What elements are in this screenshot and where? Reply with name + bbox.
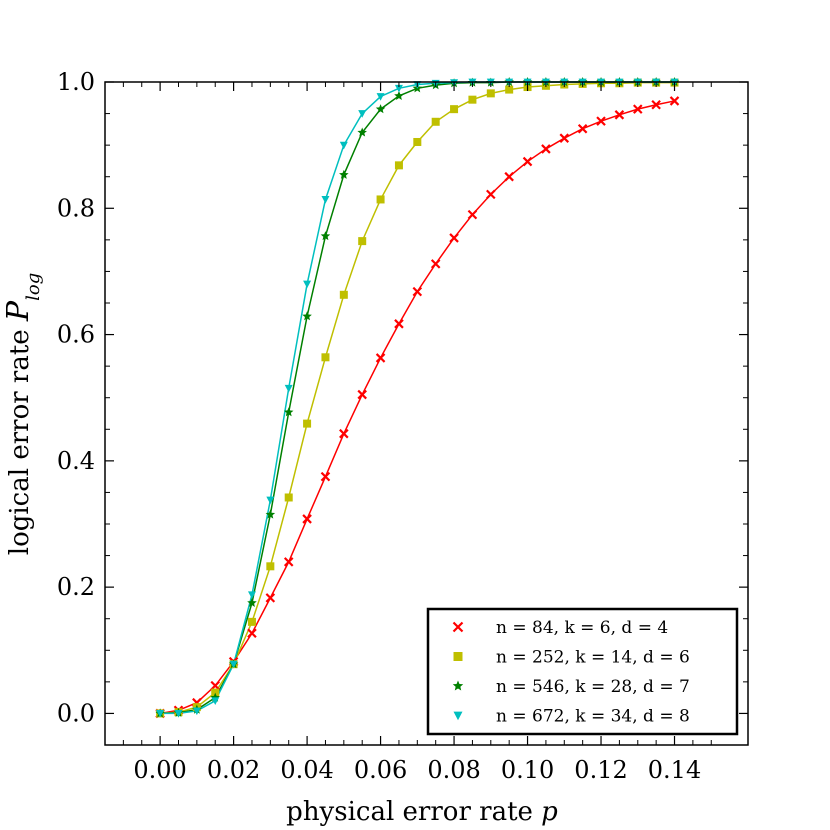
data-point-series-4 — [266, 496, 275, 505]
data-point-series-4 — [358, 110, 367, 118]
data-point-series-4 — [174, 710, 183, 718]
data-point-series-1 — [210, 680, 221, 691]
legend: n = 84, k = 6, d = 4 n = 252, k = 14, d =… — [426, 607, 739, 736]
data-point-series-3 — [283, 407, 294, 417]
x-tick-label: 0.04 — [280, 756, 333, 784]
legend-label-1: n = 84, k = 6, d = 4 — [496, 618, 668, 638]
data-point-series-1 — [302, 514, 312, 524]
y-axis-label: logical error rate Plog — [1, 273, 44, 556]
plot-frame — [104, 81, 749, 746]
data-point-series-3 — [394, 90, 404, 100]
data-point-series-4 — [376, 93, 385, 101]
y-tick-label: 0.4 — [57, 447, 95, 475]
data-point-series-4 — [339, 141, 348, 150]
x-tick-label: 0.08 — [427, 756, 480, 784]
legend-label-4: n = 672, k = 34, d = 8 — [496, 707, 690, 727]
data-point-series-2 — [284, 493, 293, 502]
data-point-series-4 — [156, 710, 165, 718]
y-tick-label: 1.0 — [57, 68, 95, 96]
data-point-series-4 — [284, 384, 293, 393]
data-point-series-2 — [266, 562, 275, 571]
data-point-series-4 — [247, 591, 256, 599]
data-point-series-1 — [669, 96, 680, 106]
data-point-series-1 — [357, 389, 367, 400]
data-point-series-3 — [302, 311, 312, 321]
data-point-series-1 — [614, 110, 625, 120]
data-point-series-4 — [211, 697, 220, 705]
data-point-series-1 — [265, 593, 276, 603]
data-point-series-4 — [192, 707, 201, 716]
data-point-series-2 — [450, 105, 459, 114]
data-point-series-3 — [375, 104, 386, 114]
data-point-series-1 — [412, 286, 423, 297]
data-point-series-2 — [211, 688, 220, 697]
data-point-series-1 — [467, 209, 478, 220]
data-point-series-3 — [265, 509, 276, 519]
data-point-series-1 — [339, 428, 349, 439]
data-point-series-3 — [339, 169, 349, 179]
data-point-series-2 — [358, 237, 367, 246]
y-tick-label: 0.8 — [57, 194, 95, 222]
axis-ticks — [105, 81, 748, 746]
x-tick-label: 0.06 — [354, 756, 407, 784]
data-point-series-2 — [321, 353, 330, 362]
data-point-series-1 — [596, 116, 606, 126]
data-point-series-2 — [431, 117, 440, 126]
data-point-series-2 — [505, 85, 514, 94]
legend-label-3: n = 546, k = 28, d = 7 — [496, 677, 690, 697]
legend-marker-2 — [453, 652, 463, 661]
data-point-series-2 — [468, 95, 477, 104]
data-point-series-1 — [651, 99, 661, 110]
data-point-series-4 — [229, 660, 238, 669]
data-point-series-1 — [430, 259, 441, 269]
data-point-series-4 — [394, 84, 403, 93]
x-tick-label: 0.10 — [501, 756, 554, 784]
data-point-series-2 — [376, 195, 385, 204]
data-point-series-1 — [504, 171, 514, 182]
y-tick-label: 0.2 — [57, 573, 95, 601]
data-point-series-2 — [394, 161, 403, 170]
x-axis-label: physical error rate p — [286, 797, 558, 827]
data-point-series-1 — [449, 233, 459, 243]
data-point-series-1 — [486, 189, 496, 200]
y-tick-label: 0.6 — [57, 321, 95, 349]
data-point-series-2 — [486, 89, 495, 98]
data-point-series-2 — [247, 617, 256, 626]
y-tick-label: 0.0 — [57, 699, 95, 727]
data-point-series-4 — [321, 196, 330, 204]
data-point-series-2 — [303, 419, 312, 428]
data-point-series-1 — [559, 133, 570, 143]
data-point-series-1 — [375, 353, 386, 363]
legend-box — [426, 607, 739, 736]
data-point-series-3 — [320, 231, 331, 241]
data-point-series-1 — [394, 319, 404, 329]
data-point-series-1 — [541, 144, 551, 154]
legend-marker-3 — [452, 680, 464, 691]
axis-tick-labels: 0.00 0.02 0.04 0.06 0.08 0.10 0.12 0.14 0.0 0.2 0.… — [57, 68, 701, 784]
data-point-series-4 — [303, 280, 312, 289]
data-point-series-1 — [632, 104, 643, 114]
data-point-series-1 — [320, 471, 331, 482]
data-point-series-3 — [357, 127, 367, 137]
x-tick-label: 0.12 — [574, 756, 627, 784]
data-point-series-3 — [247, 597, 257, 607]
data-point-series-2 — [413, 137, 422, 146]
x-tick-label: 0.14 — [648, 756, 701, 784]
legend-marker-1 — [452, 621, 464, 633]
legend-marker-4 — [453, 711, 463, 721]
data-point-series-2 — [339, 290, 348, 299]
x-tick-label: 0.02 — [207, 756, 260, 784]
x-tick-label: 0.00 — [133, 756, 186, 784]
data-point-series-1 — [577, 123, 588, 134]
data-point-series-1 — [283, 557, 294, 567]
data-point-series-1 — [247, 628, 257, 639]
legend-label-2: n = 252, k = 14, d = 6 — [496, 648, 690, 668]
data-point-series-1 — [522, 156, 533, 167]
